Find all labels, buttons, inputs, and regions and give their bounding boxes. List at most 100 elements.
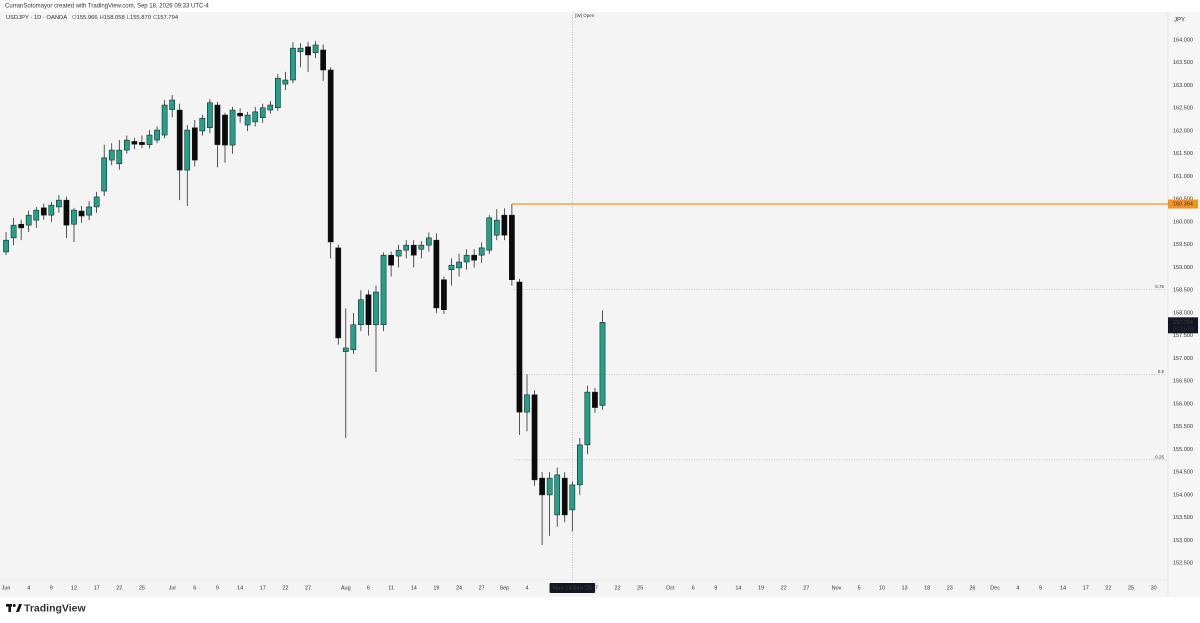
candle-body — [259, 107, 266, 119]
y-tick-label: 163.500 — [1173, 60, 1193, 66]
y-tick-label: 162.500 — [1173, 106, 1193, 112]
x-tick-label: Oct — [666, 585, 675, 591]
plot-area — [0, 12, 1168, 597]
candle-body — [456, 261, 462, 269]
candle-body — [576, 444, 583, 486]
x-tick-label: 22 — [116, 585, 122, 591]
price-axis — [1168, 12, 1200, 597]
x-tick-label: Aug — [341, 585, 351, 591]
candle-body — [425, 237, 432, 246]
x-tick-label: 19 — [433, 585, 439, 591]
crosshair-date-box — [549, 583, 596, 593]
candle-body — [191, 127, 198, 161]
x-tick-label: 17 — [260, 585, 266, 591]
footer-bar — [0, 597, 1200, 623]
x-tick-label: 9 — [216, 585, 219, 591]
candle-body — [554, 474, 561, 516]
ohlc-value: 155.966 — [76, 15, 98, 21]
candle-body — [267, 104, 274, 111]
candle-body — [18, 223, 24, 229]
candle-body — [584, 391, 591, 446]
candle-body — [108, 149, 115, 161]
candle-body — [380, 254, 387, 326]
y-tick-label: 156.000 — [1173, 401, 1193, 407]
candle-body — [25, 214, 32, 226]
ohlc-value: 155.870 — [129, 15, 151, 21]
candle-body — [131, 141, 138, 145]
candle-body — [561, 477, 568, 516]
y-tick-label: 158.000 — [1173, 310, 1193, 316]
x-tick-label: 9 — [714, 585, 717, 591]
x-tick-label: 4 — [1016, 585, 1019, 591]
x-tick-label: 14 — [735, 585, 741, 591]
x-tick-label: 4 — [525, 585, 528, 591]
y-tick-label: 161.000 — [1173, 174, 1193, 180]
x-tick-label: Nov — [832, 585, 842, 591]
candle-body — [373, 291, 379, 326]
candle-body — [116, 149, 123, 164]
y-tick-label: 156.500 — [1173, 379, 1193, 385]
candle-body — [501, 214, 508, 236]
candle-body — [290, 47, 296, 81]
x-tick-label: 27 — [305, 585, 311, 591]
candle-body — [599, 322, 606, 406]
y-tick-label: 152.500 — [1173, 561, 1193, 567]
last-price-box — [1168, 317, 1198, 334]
candle-body — [274, 77, 281, 109]
x-tick-label: 25 — [1128, 585, 1134, 591]
ohlc-name: O — [72, 15, 77, 21]
candle-body — [169, 99, 175, 110]
x-tick-label: 17 — [1083, 585, 1089, 591]
y-tick-label: 154.000 — [1173, 492, 1193, 498]
x-tick-label: 19 — [758, 585, 764, 591]
x-tick-label: 13 — [901, 585, 907, 591]
candle-body — [350, 324, 357, 351]
candle-body — [139, 142, 145, 145]
candle-body — [229, 109, 236, 146]
x-tick-label: 11 — [388, 585, 394, 591]
candle-body — [176, 109, 183, 171]
symbol-title: USDJPY · 1D · OANDA — [6, 15, 68, 21]
x-tick-label: 22 — [615, 585, 621, 591]
x-tick-label: 9 — [50, 585, 53, 591]
x-tick-label: 24 — [456, 585, 462, 591]
candle-body — [388, 254, 394, 266]
x-tick-label: Sep — [499, 585, 509, 591]
y-tick-label: 162.000 — [1173, 128, 1193, 134]
x-tick-label: 10 — [879, 585, 885, 591]
x-tick-label: 22 — [1105, 585, 1111, 591]
candle-body — [493, 219, 500, 236]
y-tick-label: 159.000 — [1173, 265, 1193, 271]
candle-body — [531, 394, 538, 481]
y-tick-label: 153.500 — [1173, 515, 1193, 521]
header-text: CurranSotomayor created with TradingView… — [5, 4, 209, 10]
candle-body — [56, 199, 62, 208]
fib-label: 0.75 — [1155, 284, 1164, 289]
x-tick-label: 30 — [1151, 585, 1157, 591]
candle-body — [33, 209, 40, 221]
y-tick-label: 155.500 — [1173, 424, 1193, 430]
ohlc-name: H — [99, 15, 104, 21]
candle-body — [448, 264, 455, 270]
x-tick-label: 17 — [94, 585, 100, 591]
fib-label: 0.25 — [1155, 455, 1164, 460]
x-tick-label: 14 — [411, 585, 417, 591]
candle-body — [184, 129, 191, 171]
candle-body — [123, 139, 130, 151]
candle-body — [463, 254, 470, 263]
candle-body — [433, 239, 440, 309]
x-tick-label: 14 — [237, 585, 243, 591]
candle-body — [214, 104, 221, 145]
x-tick-label: 25 — [637, 585, 643, 591]
ohlc-value: 158.058 — [103, 15, 125, 21]
candle-body — [312, 44, 319, 53]
x-tick-label: 23 — [947, 585, 953, 591]
candle-body — [48, 204, 55, 216]
x-tick-label: 9 — [1039, 585, 1042, 591]
y-tick-label: 164.000 — [1173, 37, 1193, 43]
x-tick-label: Jun — [2, 585, 11, 591]
candle-body — [305, 46, 311, 56]
session-marker: [W] Open — [575, 13, 595, 18]
